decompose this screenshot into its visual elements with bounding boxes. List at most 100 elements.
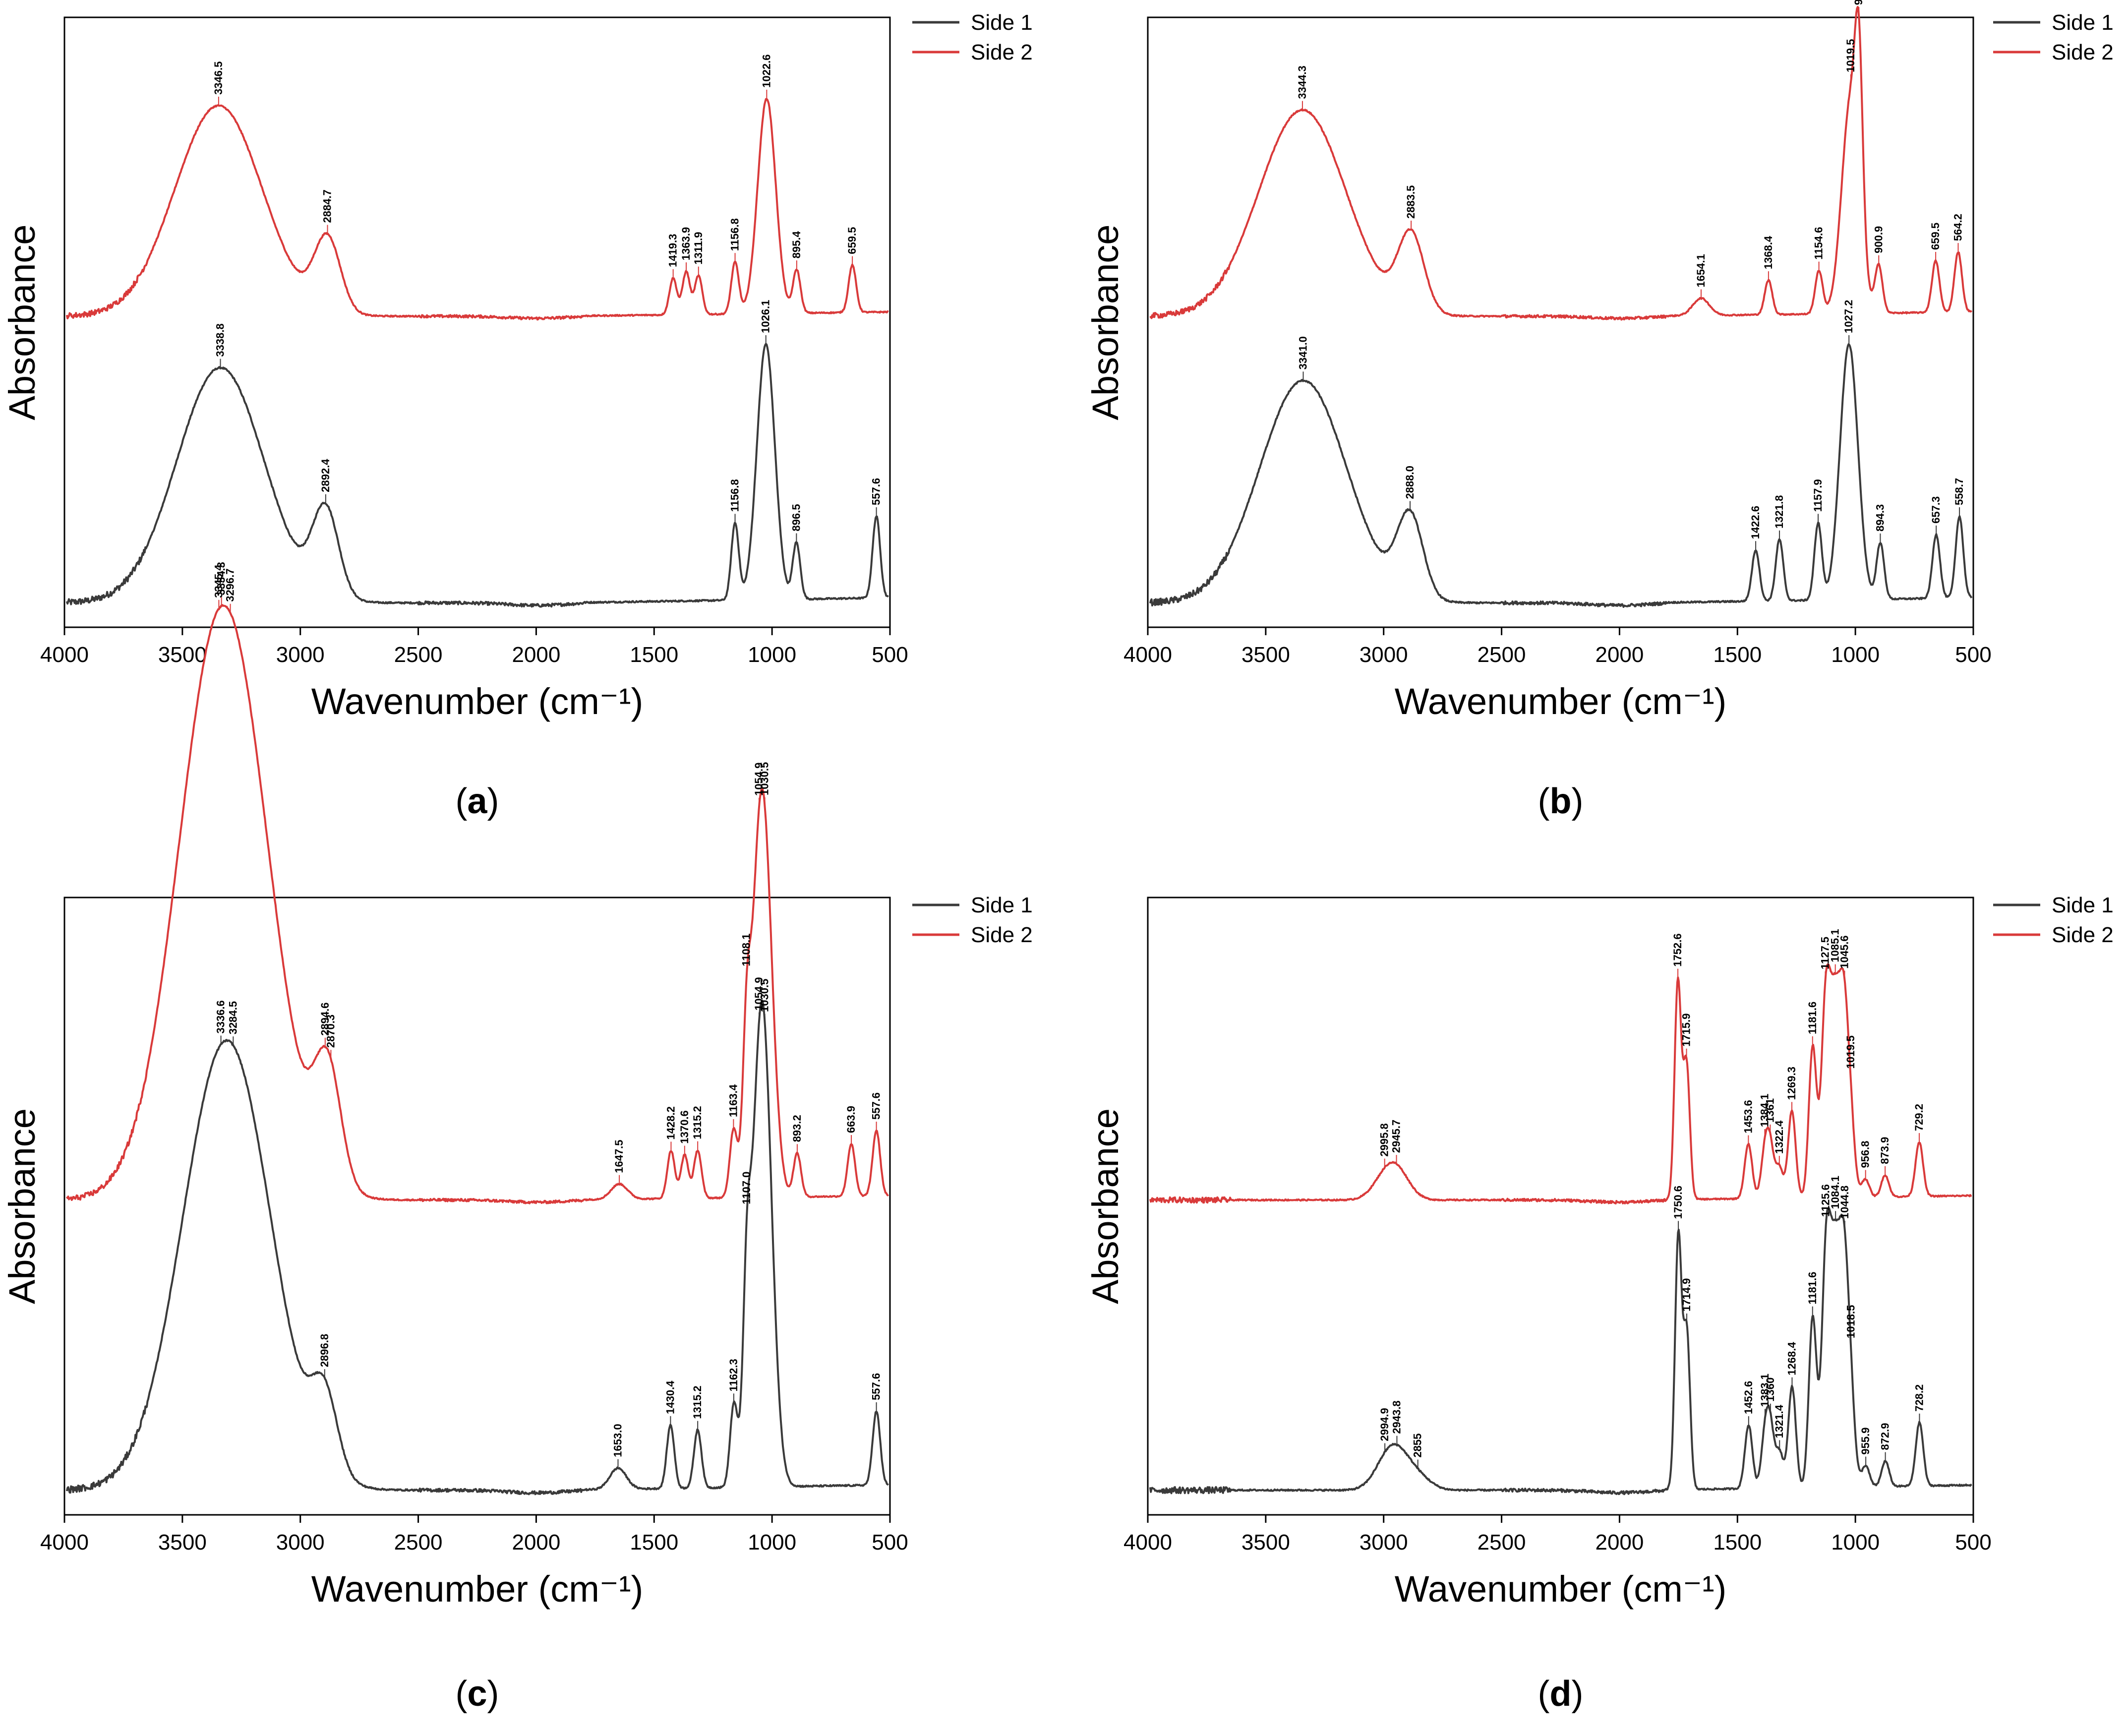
peak-label: 3341.0 <box>1297 336 1309 369</box>
x-tick-label: 4000 <box>1123 1530 1172 1555</box>
legend-label: Side 2 <box>2052 40 2114 64</box>
x-tick-label: 1500 <box>1713 643 1762 667</box>
peak-label: 2883.5 <box>1405 185 1417 219</box>
x-tick-label: 3500 <box>158 643 207 667</box>
peak-label: 1321.4 <box>1773 1404 1785 1438</box>
caption-part: b <box>1550 781 1572 821</box>
peak-label: 1030.5 <box>759 979 771 1012</box>
peak-label: 1125.6 <box>1819 1184 1832 1217</box>
peak-label: 1026.1 <box>760 300 772 333</box>
series-line-side-1 <box>1149 343 1973 608</box>
peak-label: 3345.4 <box>212 564 225 598</box>
peak-label: 1018.5 <box>1844 1305 1857 1338</box>
x-axis-label: Wavenumber (cm⁻¹) <box>311 681 644 722</box>
peak-label: 1054.9 <box>753 977 765 1011</box>
peak-label: 1315.2 <box>691 1106 704 1139</box>
chart-panel-b: 4000 3500 3000 2500 2000 1500 1000 500 Wavenumbe… <box>1085 0 2114 821</box>
peak-label: 873.9 <box>1879 1137 1891 1164</box>
peak-label: 1156.8 <box>729 479 741 512</box>
peak-label: 1368.4 <box>1762 236 1774 269</box>
x-tick-label: 2500 <box>1478 643 1526 667</box>
peak-label: 895.4 <box>790 231 803 258</box>
series-line-side-2 <box>1149 6 1973 321</box>
peak-label: 1654.1 <box>1695 254 1707 287</box>
legend-label: Side 1 <box>2052 893 2114 917</box>
chart-panel-c: 4000 3500 3000 2500 2000 1500 1000 500 Wavenumbe… <box>1 562 1033 1714</box>
peak-label: 1154.6 <box>1813 227 1825 260</box>
peak-label: 3334.3 <box>215 562 228 595</box>
peak-label: 1422.6 <box>1749 506 1762 539</box>
peak-label: 3346.5 <box>212 61 225 95</box>
peak-label: 1752.6 <box>1671 933 1684 966</box>
peak-label: 1714.9 <box>1680 1278 1693 1312</box>
peak-label: 956.8 <box>1859 1140 1872 1168</box>
caption-part: a <box>467 781 487 821</box>
peak-label: 1181.6 <box>1806 1272 1819 1305</box>
peak-label: 1383.1 <box>1759 1374 1771 1407</box>
peak-label: 728.2 <box>1913 1384 1925 1412</box>
peak-label: 1321.8 <box>1773 495 1785 529</box>
caption-part: ) <box>487 781 499 821</box>
peak-label: 3338.8 <box>214 323 227 357</box>
peak-label: 2943.8 <box>1390 1400 1403 1434</box>
x-tick-label: 500 <box>872 1530 908 1555</box>
series-line-side-1 <box>65 343 889 608</box>
x-tick-label: 4000 <box>40 1530 89 1555</box>
plot-frame <box>63 16 891 628</box>
peak-label: 1428.2 <box>664 1106 677 1139</box>
peak-label: 1027.2 <box>1842 300 1855 333</box>
peak-label: 1453.6 <box>1742 1100 1754 1133</box>
caption-part: ( <box>455 1674 467 1714</box>
caption-part: d <box>1550 1674 1572 1714</box>
x-tick-label: 2500 <box>394 1530 443 1555</box>
x-tick-label: 3000 <box>276 643 325 667</box>
peak-label: 1430.4 <box>664 1380 676 1414</box>
caption-part: c <box>467 1674 487 1714</box>
peak-label: 2888.0 <box>1404 466 1416 499</box>
peak-label: 1127.5 <box>1819 937 1831 969</box>
peak-label: 2995.8 <box>1378 1123 1391 1156</box>
x-tick-label: 1000 <box>1831 643 1880 667</box>
peak-label: 1647.5 <box>613 1139 625 1173</box>
series-line-side-1 <box>1149 1206 1972 1496</box>
peak-label: 2884.7 <box>321 189 334 223</box>
legend-label: Side 2 <box>2052 923 2114 947</box>
caption-part: ) <box>1571 1674 1583 1714</box>
peak-label: 1361 <box>1764 1098 1776 1123</box>
x-tick-label: 1500 <box>1713 1530 1762 1555</box>
peak-label: 1370.6 <box>678 1110 691 1143</box>
caption-part: ) <box>487 1674 499 1714</box>
peak-label: 1107.0 <box>740 1172 753 1204</box>
panel-caption: (d) <box>1538 1674 1584 1714</box>
peak-label: 955.9 <box>1859 1428 1872 1455</box>
peak-label: 1268.4 <box>1785 1342 1798 1376</box>
peak-label: 564.2 <box>1951 214 1964 241</box>
plot-frame <box>63 897 891 1516</box>
x-axis-label: Wavenumber (cm⁻¹) <box>1395 1568 1727 1610</box>
plot-frame <box>1147 16 1974 628</box>
peak-label: 557.6 <box>870 1373 883 1400</box>
peak-label: 872.9 <box>1879 1423 1892 1450</box>
peak-label: 1360 <box>1764 1377 1776 1402</box>
x-tick-label: 1000 <box>748 643 796 667</box>
peak-label: 2994.9 <box>1378 1408 1391 1441</box>
y-axis-label: Absorbance <box>1085 225 1126 420</box>
peak-label: 557.6 <box>870 478 883 505</box>
peak-label: 2945.7 <box>1390 1120 1403 1153</box>
x-tick-label: 2000 <box>512 1530 560 1555</box>
peak-label: 1419.3 <box>667 234 679 267</box>
peak-label: 1022.6 <box>760 55 772 88</box>
peak-label: 1363.9 <box>680 227 692 260</box>
x-tick-label: 4000 <box>40 643 89 667</box>
peak-label: 896.5 <box>790 504 802 531</box>
x-tick-label: 500 <box>1955 643 1991 667</box>
peak-label: 659.5 <box>846 227 858 254</box>
peak-label: 894.3 <box>1874 504 1886 532</box>
peak-label: 1045.6 <box>1838 935 1850 968</box>
peak-label: 3284.5 <box>227 1001 239 1034</box>
peak-label: 1085.1 <box>1829 929 1841 962</box>
x-tick-label: 1000 <box>1831 1530 1880 1555</box>
x-tick-label: 2500 <box>1478 1530 1526 1555</box>
peak-label: 2894.6 <box>319 1002 331 1035</box>
x-tick-label: 1000 <box>748 1530 796 1555</box>
